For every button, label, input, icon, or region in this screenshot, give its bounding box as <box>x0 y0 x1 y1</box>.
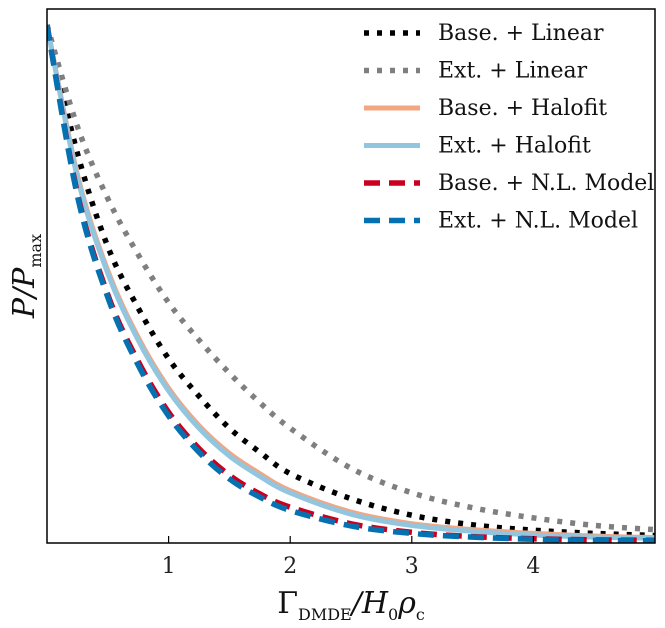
x-axis-label: ΓDMDE/H0ρc <box>277 586 425 624</box>
legend-label-4: Ext. + Halofit <box>438 134 591 159</box>
series-line-2 <box>47 24 655 533</box>
plot-frame <box>46 8 656 544</box>
x-tick-label-4: 4 <box>526 554 540 579</box>
series-line-4 <box>47 24 655 541</box>
legend: Base. + Linear Ext. + Linear Base. + Halof… <box>364 21 654 234</box>
x-tick-label-3: 3 <box>405 554 419 579</box>
x-tick-label-1: 1 <box>162 554 176 579</box>
x-tick-label-2: 2 <box>283 554 297 579</box>
legend-label-2: Ext. + Linear <box>438 59 588 84</box>
legend-label-3: Base. + Halofit <box>438 96 607 121</box>
series-line-6 <box>47 24 655 543</box>
series-layer <box>47 24 655 543</box>
legend-label-5: Base. + N.L. Model <box>438 171 654 196</box>
legend-label-6: Ext. + N.L. Model <box>438 209 638 234</box>
y-axis-label: P/Pmax <box>7 234 45 319</box>
legend-label-1: Base. + Linear <box>438 21 604 46</box>
x-axis-ticks: 1 2 3 4 <box>162 536 540 579</box>
